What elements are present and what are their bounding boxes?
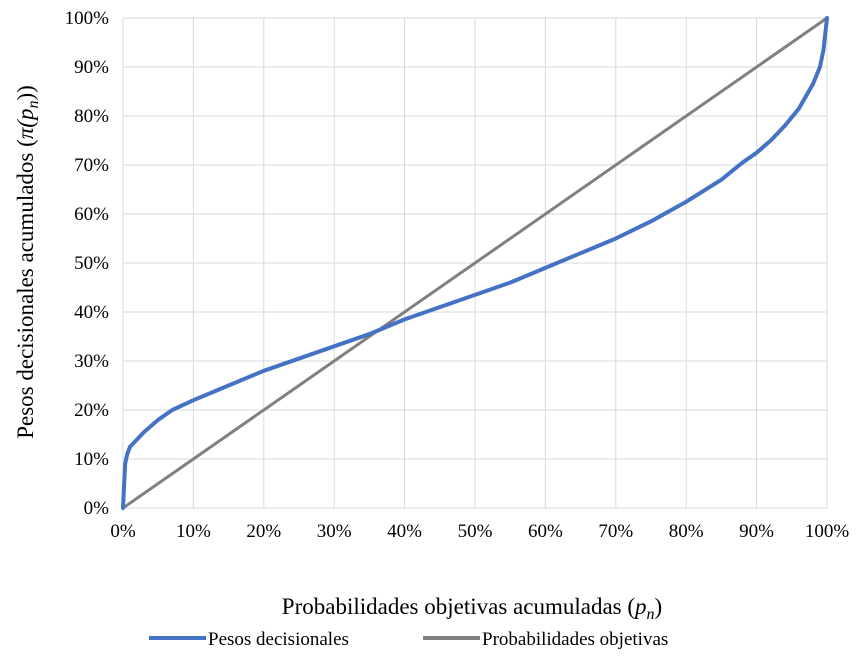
x-axis-title: Probabilidades objetivas acumuladas (pn)	[282, 594, 662, 623]
legend-label-pesos-decisionales: Pesos decisionales	[208, 629, 349, 650]
series-lines	[121, 16, 829, 510]
x-tick-label: 0%	[110, 521, 136, 542]
legend-label-probabilidades-objetivas: Probabilidades objetivas	[482, 629, 668, 650]
x-tick-label: 90%	[739, 521, 774, 542]
x-tick-label: 10%	[176, 521, 211, 542]
y-tick-label: 50%	[74, 253, 109, 274]
y-tick-label: 10%	[74, 449, 109, 470]
y-axis-title: Pesos decisionales acumulados (π(pn))	[13, 85, 42, 439]
y-tick-label: 90%	[74, 57, 109, 78]
grid-lines	[122, 17, 828, 509]
y-tick-label: 100%	[65, 8, 110, 29]
x-tick-labels: 0% 10% 20% 30% 40% 50% 60% 70% 80% 90% 100%	[110, 521, 849, 542]
x-tick-label: 50%	[458, 521, 493, 542]
x-tick-label: 70%	[598, 521, 633, 542]
y-tick-label: 60%	[74, 204, 109, 225]
legend: Pesos decisionales Probabilidades objeti…	[149, 629, 668, 650]
y-tick-label: 40%	[74, 302, 109, 323]
series-line-probabilidades-objetivas	[121, 16, 829, 510]
series-line-pesos-decisionales	[121, 16, 829, 510]
x-tick-label: 40%	[387, 521, 422, 542]
y-tick-labels: 0% 10% 20% 30% 40% 50% 60% 70% 80% 90% 100%	[65, 8, 110, 519]
x-tick-label: 30%	[317, 521, 352, 542]
y-tick-label: 20%	[74, 400, 109, 421]
y-tick-label: 80%	[74, 106, 109, 127]
x-tick-label: 20%	[246, 521, 281, 542]
x-tick-label: 80%	[669, 521, 704, 542]
x-tick-label: 100%	[805, 521, 850, 542]
y-tick-label: 0%	[84, 498, 110, 519]
y-tick-label: 30%	[74, 351, 109, 372]
x-tick-label: 60%	[528, 521, 563, 542]
y-tick-label: 70%	[74, 155, 109, 176]
